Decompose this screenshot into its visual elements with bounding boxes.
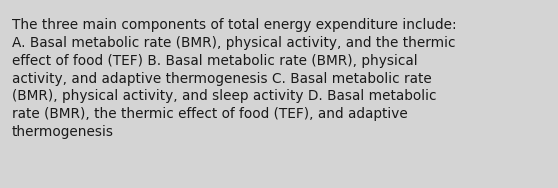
Text: The three main components of total energy expenditure include:
A. Basal metaboli: The three main components of total energ… [12, 18, 456, 139]
